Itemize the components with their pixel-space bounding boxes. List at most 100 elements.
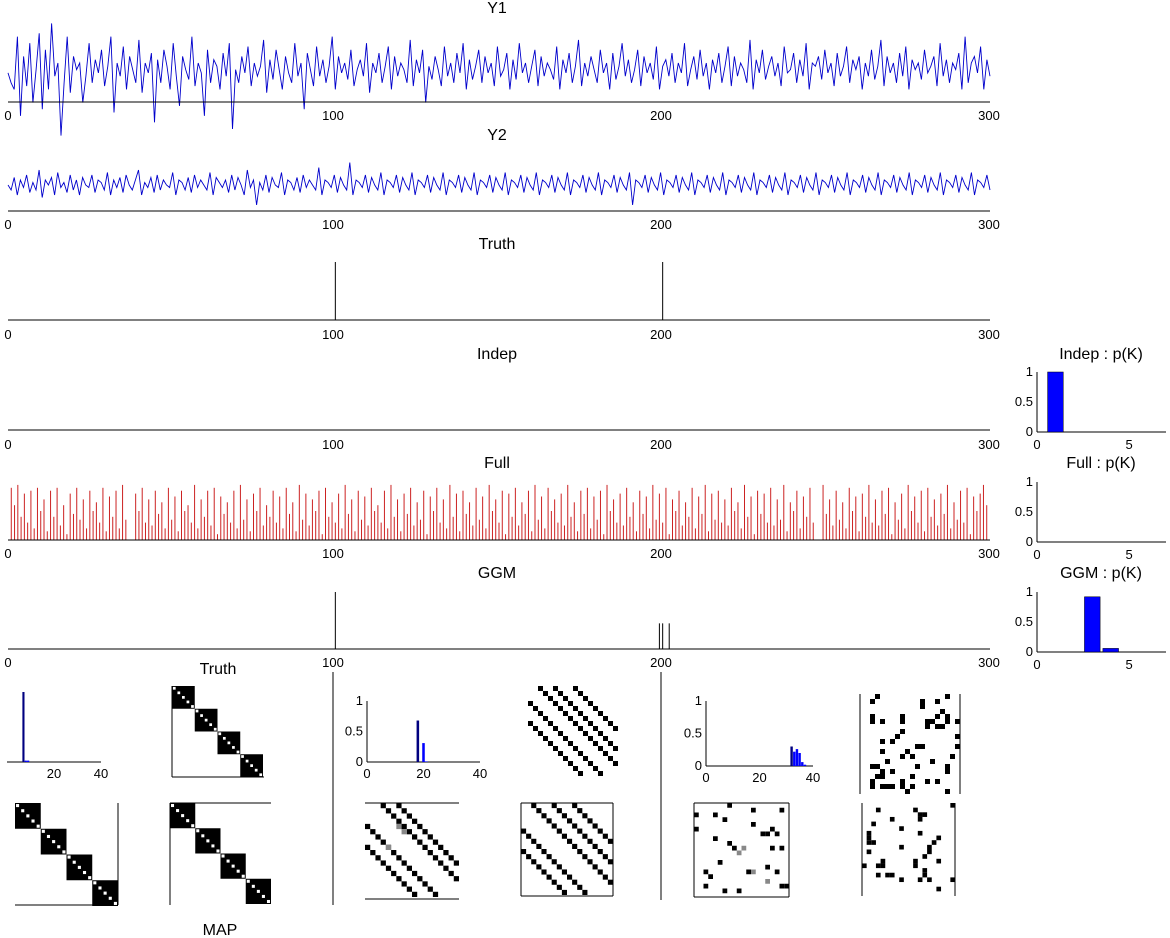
- matrix-right-top-cell-43: [875, 774, 880, 779]
- matrix-mid-br-cell-54: [556, 884, 562, 890]
- matrix-truth-diag-0: [172, 686, 176, 690]
- matrix-mid-top-cell-13: [533, 706, 538, 711]
- matrix-mid-top-cell-60: [573, 766, 578, 771]
- matrix-mid-bl-cell-10: [417, 823, 423, 830]
- hist-right-bar-0: [790, 746, 793, 766]
- indep-pk-ytick-2: 1: [1026, 364, 1033, 379]
- hist-right-bar-4: [801, 762, 804, 766]
- matrix-mid-br-cell-27: [536, 843, 542, 849]
- hist-mid: 0 0.5 1 0 20 40: [345, 693, 487, 781]
- matrix-mid-br-cell-19: [526, 833, 532, 839]
- matrix-mid-top-cell-27: [573, 721, 578, 726]
- matrix-mid-top-cell-52: [578, 751, 583, 756]
- full-pk-panel: Full : p(K) 0 0.5 1 0 5: [1015, 455, 1166, 562]
- ggm-pk-bar-1: [1102, 648, 1119, 653]
- matrix-mid-bl-cell-28: [375, 855, 381, 861]
- ggm-pk-panel: GGM : p(K) 0 0.5 1 0 5: [1015, 565, 1166, 672]
- matrix-map-b-diag-4: [191, 824, 195, 828]
- matrix-right-top-cell-15: [930, 719, 935, 724]
- matrix-truth-diag-12: [227, 741, 231, 745]
- matrix-mid-br-cell-47: [597, 869, 603, 875]
- indep-tick-200: 200: [650, 437, 672, 452]
- matrix-mid-top-cell-48: [573, 746, 578, 751]
- matrix-mid-top-cell-61: [593, 766, 598, 771]
- indep-tick-300: 300: [978, 437, 1000, 452]
- indep-tick-0: 0: [4, 437, 11, 452]
- matrix-right-top-cell-18: [925, 724, 930, 729]
- matrix-mid-top-cell-51: [558, 751, 563, 756]
- matrix-mid-bl-cell-6: [396, 818, 402, 824]
- matrix-right-top-cell-10: [945, 714, 950, 719]
- matrix-right-bl-cell-6: [751, 822, 756, 827]
- matrix-mid-br-cell-48: [546, 874, 552, 880]
- matrix-mid-br-cell-37: [602, 854, 608, 860]
- hist-right-xtick-0: 0: [702, 770, 709, 785]
- matrix-mid-top-cell-23: [583, 716, 588, 721]
- truth-spikes: [334, 262, 664, 320]
- matrix-map-b-diag-10: [221, 854, 225, 858]
- matrix-map-a-diag-0: [16, 804, 20, 808]
- hist-left-xtick-0: 20: [47, 766, 61, 781]
- full-tick-200: 200: [650, 546, 672, 561]
- matrix-mid-br-cell-46: [561, 869, 567, 875]
- matrix-right-top-cell-3: [920, 699, 925, 704]
- matrix-right-bl-cell-26: [722, 888, 728, 894]
- matrix-mid-top-cell-35: [538, 731, 543, 736]
- matrix-map-b-diag-3: [186, 819, 190, 823]
- matrix-map-a-diag-1: [21, 809, 25, 813]
- matrix-right-br-cell-5: [889, 816, 895, 822]
- matrix-map-b-diag-1: [176, 809, 180, 813]
- matrix-mid-br-cell-36: [582, 854, 588, 860]
- matrix-map-a-diag-13: [82, 870, 87, 875]
- matrix-map-b-diag-8: [211, 844, 215, 848]
- matrix-right-br-cell-24: [862, 863, 867, 869]
- matrix-right-br-cell-3: [917, 812, 923, 817]
- matrix-mid-top-cell-25: [528, 721, 533, 726]
- matrix-right-br-cell-32: [922, 872, 928, 878]
- matrix-mid-bl-cell-29: [396, 855, 402, 861]
- matrix-mid-bl-cell-20: [365, 844, 371, 850]
- indep-panel: Indep 0 100 200 300: [4, 346, 999, 452]
- matrix-right-br-cell-34: [917, 877, 923, 883]
- matrix-mid-bl-cell-36: [385, 865, 392, 871]
- matrix-mid-br-cell-13: [572, 823, 578, 829]
- matrix-right-br-cell-8: [899, 826, 904, 831]
- matrix-right-top-cell-11: [870, 719, 875, 724]
- matrix-mid-top-cell-42: [603, 736, 608, 741]
- matrix-mid-br-cell-44: [592, 864, 598, 870]
- matrix-mid-br-cell-10: [567, 818, 573, 824]
- matrix-right-top-cell-0: [875, 694, 880, 699]
- y2-tick-200: 200: [650, 217, 672, 232]
- matrix-mid-br-cell-53: [607, 879, 613, 885]
- matrix-mid-br-cell-33: [597, 849, 603, 855]
- matrix-map-a-diag-4: [36, 824, 40, 828]
- matrix-map-a-diag-8: [57, 845, 61, 849]
- matrix-mid-top-cell-63: [598, 771, 603, 776]
- matrix-right-top-cell-45: [910, 774, 915, 779]
- matrix-right-top-cell-25: [890, 739, 895, 744]
- matrix-mid-br-cell-49: [567, 874, 573, 880]
- matrix-right-bl-cell-18: [765, 864, 770, 870]
- matrix-mid-bl-cell-25: [391, 850, 397, 856]
- matrix-right-br-cell-10: [917, 830, 923, 836]
- matrix-mid-br-cell-41: [607, 859, 613, 865]
- matrix-truth-diag-11: [222, 736, 226, 740]
- matrix-mid-br-cell-57: [582, 889, 588, 895]
- matrix-map-a-diag-19: [113, 901, 117, 905]
- matrix-right-top-cell-57: [945, 789, 950, 794]
- matrix-right-top-cell-35: [930, 759, 935, 764]
- matrix-mid-top-cell-7: [563, 696, 568, 701]
- matrix-right-br-cell-12: [936, 835, 942, 841]
- matrix-right-top-cell-12: [880, 719, 885, 724]
- matrix-right-top-cell-47: [900, 779, 905, 784]
- matrix-mid-top-cell-55: [583, 756, 588, 761]
- matrix-map-b-diag-19: [266, 899, 270, 903]
- matrix-right-top-cell-51: [880, 784, 885, 789]
- matrix-right-br-cell-6: [917, 816, 923, 822]
- matrix-right-top-cell-54: [900, 784, 905, 789]
- matrix-right-top-cell-1: [945, 694, 950, 699]
- y2-title: Y2: [487, 127, 507, 144]
- matrix-map-a-diag-15: [93, 881, 97, 885]
- matrix-truth-diag-16: [245, 759, 249, 763]
- matrix-right-br-cell-23: [936, 858, 942, 864]
